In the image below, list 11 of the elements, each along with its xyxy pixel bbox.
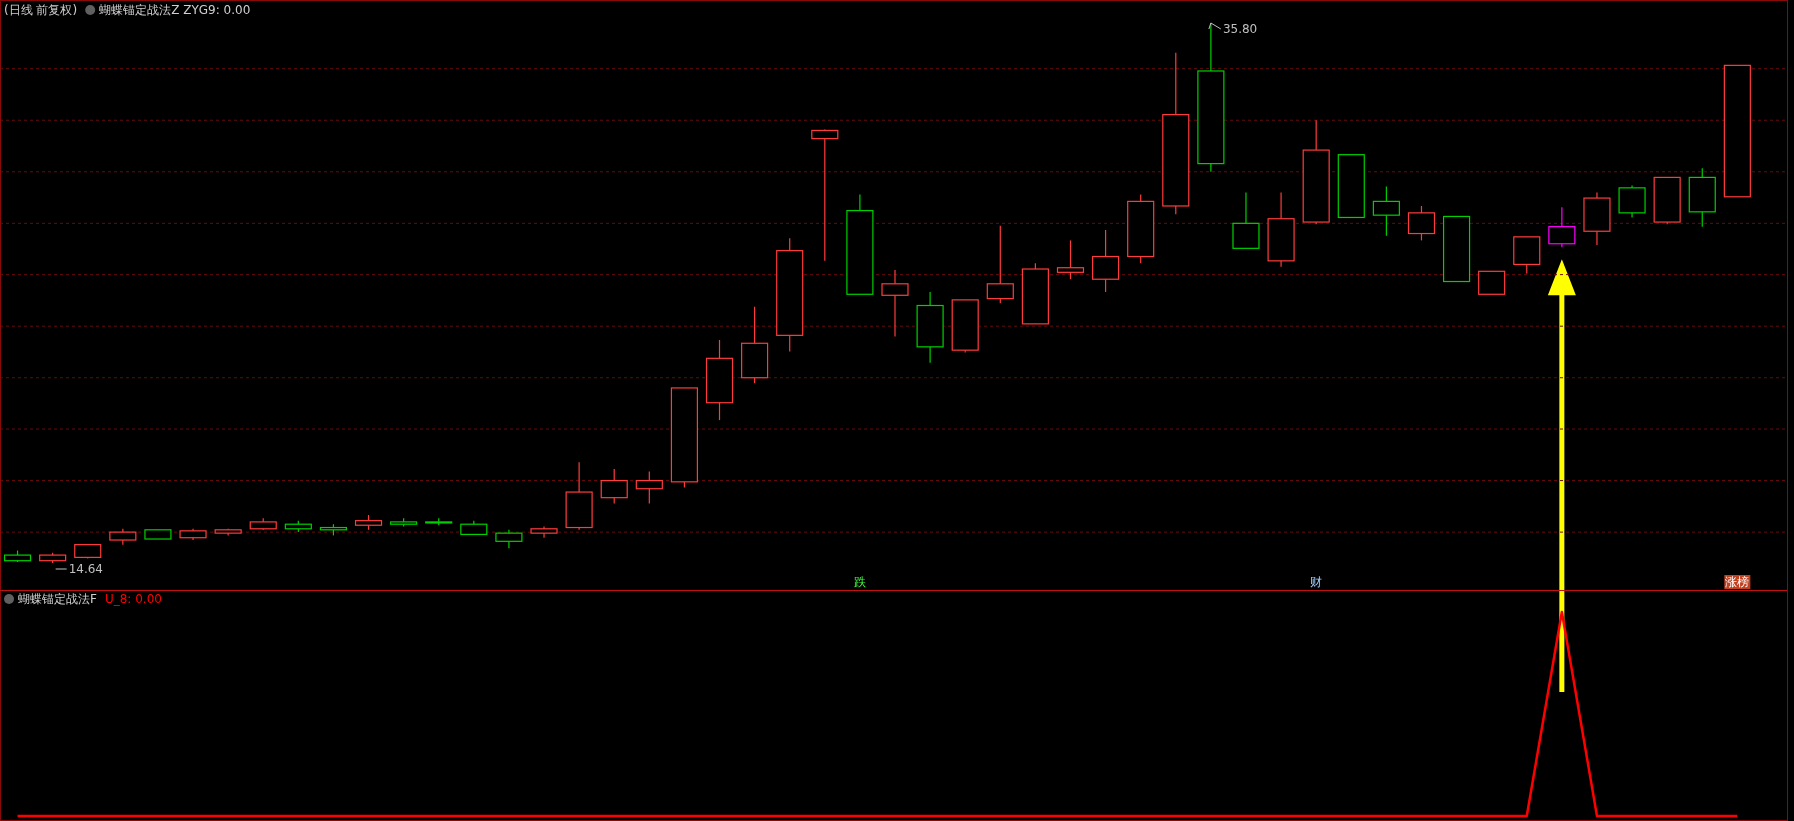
chart-title: (日线 前复权) bbox=[4, 3, 78, 17]
text: U_8: 0.00 bbox=[104, 592, 162, 606]
chart-title: 蝴蝶锚定战法F bbox=[18, 592, 97, 606]
text: 财 bbox=[1310, 575, 1323, 589]
candlestick bbox=[811, 128, 839, 262]
text: 涨榜 bbox=[1725, 575, 1750, 589]
annotation: 14.64 bbox=[68, 562, 104, 576]
candlestick bbox=[1056, 239, 1085, 280]
annotation: 35.80 bbox=[1222, 22, 1258, 36]
text: 跌 bbox=[853, 575, 866, 589]
chart-subtitle: 蝴蝶锚定战法Z ZYG9: 0.00 bbox=[99, 3, 251, 17]
